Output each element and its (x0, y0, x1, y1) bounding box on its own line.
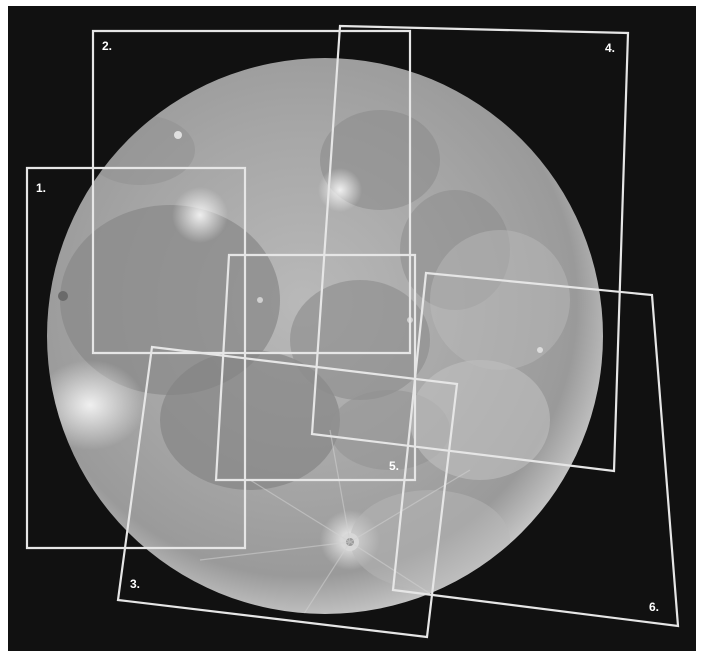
region-6-label: 6. (649, 600, 659, 614)
region-2-frame (91, 29, 412, 355)
region-6-frame (391, 271, 680, 628)
region-3-label: 3. (130, 577, 140, 591)
region-1-label: 1. (36, 181, 46, 195)
region-labels: 1. 2. 3. 4. 5. 6. (36, 39, 659, 614)
region-2-label: 2. (102, 39, 112, 53)
region-frames (25, 24, 680, 639)
region-5-frame (214, 253, 417, 482)
region-4-frame (310, 24, 630, 473)
region-4-label: 4. (605, 41, 615, 55)
region-3-frame (116, 345, 459, 639)
region-1-frame (25, 166, 247, 550)
region-5-label: 5. (389, 459, 399, 473)
